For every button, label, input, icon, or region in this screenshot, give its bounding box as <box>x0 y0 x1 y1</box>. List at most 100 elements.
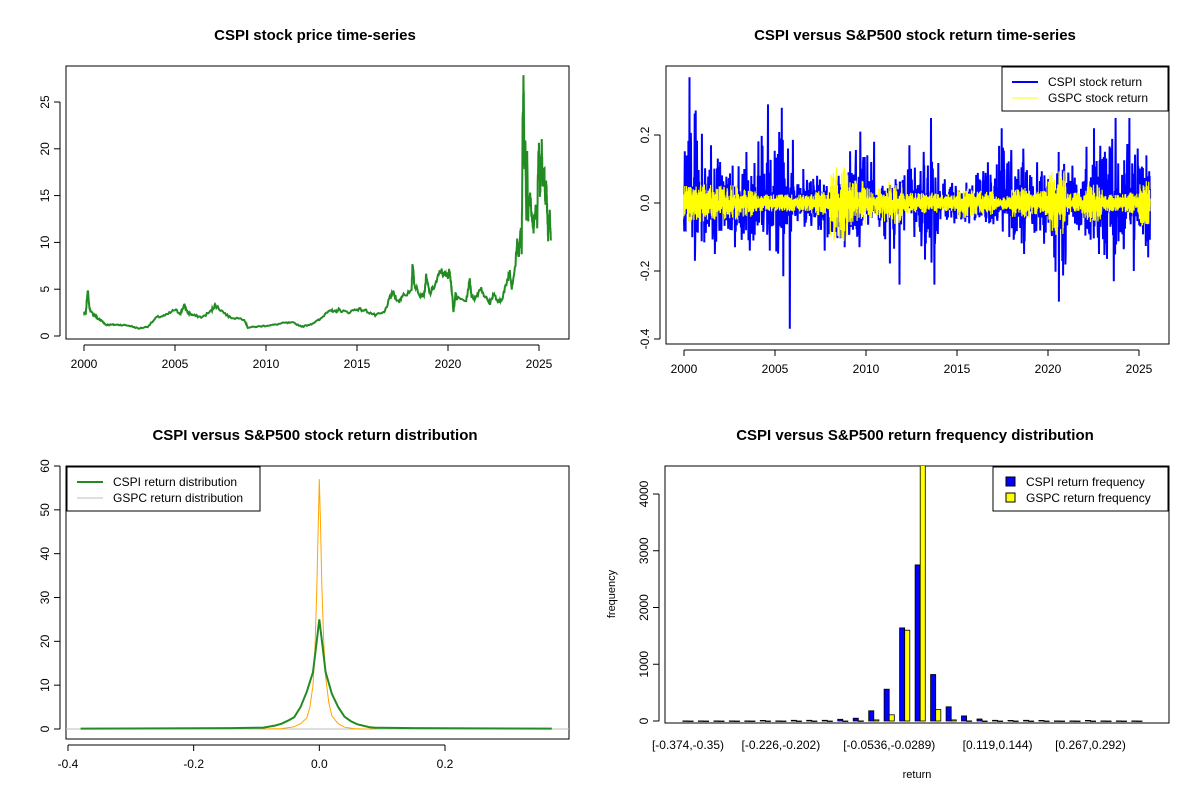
frequency-x-tick-label: [-0.374,-0.35) <box>652 738 724 752</box>
returns-y-tick-label: 0.0 <box>638 194 652 211</box>
price-x-tick-label: 2020 <box>435 357 462 371</box>
frequency-x-tick-label: [-0.226,-0.202) <box>742 738 821 752</box>
distribution-y-tick-label: 10 <box>38 678 52 692</box>
frequency-x-tick-label: [0.267,0.292) <box>1055 738 1126 752</box>
frequency-plot-frame <box>664 465 1170 724</box>
chart-title-returns: CSPI versus S&P500 stock return time-ser… <box>754 27 1076 44</box>
bar-cspi <box>945 706 952 722</box>
bar-cspi <box>790 719 797 722</box>
frequency-legend-box <box>992 466 1169 512</box>
bar-gspc <box>1121 720 1127 722</box>
frequency-bars <box>682 466 1143 722</box>
bar-gspc <box>919 466 926 722</box>
frequency-legend-swatch <box>1005 492 1016 503</box>
bar-cspi <box>992 719 998 722</box>
bar-gspc <box>981 720 988 722</box>
price-y-tick-label: 5 <box>38 286 52 293</box>
frequency-y-tick-label: 2000 <box>637 594 651 621</box>
distribution-legend-label: GSPC return distribution <box>113 491 243 505</box>
bar-cspi <box>1054 720 1060 722</box>
bar-gspc <box>1105 720 1112 722</box>
bar-cspi <box>1069 720 1076 722</box>
bar-gspc <box>780 720 787 722</box>
bar-gspc <box>826 720 833 722</box>
frequency-legend-label: GSPC return frequency <box>1026 491 1151 505</box>
bar-cspi <box>698 720 704 722</box>
bar-gspc <box>796 720 802 722</box>
bar-cspi <box>1023 719 1029 722</box>
bar-gspc <box>1028 720 1035 722</box>
distribution-legend-label: CSPI return distribution <box>113 475 237 489</box>
returns-legend-box <box>1001 66 1169 112</box>
bar-cspi <box>976 718 983 722</box>
bar-cspi <box>914 564 921 722</box>
bar-gspc <box>842 720 849 722</box>
bar-gspc <box>749 720 756 722</box>
distribution-legend: CSPI return distribution GSPC return dist… <box>66 466 261 512</box>
bar-gspc <box>1074 720 1081 722</box>
frequency-legend-swatch <box>1005 476 1016 487</box>
distribution-y-tick-label: 40 <box>38 547 52 561</box>
bar-gspc <box>1059 720 1065 722</box>
frequency-legend-label: CSPI return frequency <box>1026 475 1145 489</box>
price-y-tick-label: 25 <box>38 95 52 109</box>
bar-cspi <box>775 720 782 722</box>
bar-gspc <box>888 714 895 722</box>
returns-plot-frame <box>665 65 1170 345</box>
bar-cspi <box>837 718 844 722</box>
bar-cspi <box>1085 720 1091 722</box>
returns-x-tick-label: 2020 <box>1035 362 1062 376</box>
price-x-tick-label: 2015 <box>344 357 371 371</box>
bar-cspi <box>1100 720 1107 722</box>
frequency-y-tick-label: 4000 <box>637 480 651 507</box>
bar-gspc <box>718 720 725 722</box>
bar-cspi <box>821 719 828 722</box>
frequency-y-tick-label: 0 <box>637 717 651 724</box>
series-line-gspc-return <box>683 167 1151 242</box>
returns-series-group <box>683 77 1152 329</box>
series-line-cspi-density <box>80 619 552 730</box>
bar-gspc <box>904 629 911 722</box>
returns-x-tick-label: 2025 <box>1126 362 1153 376</box>
bar-cspi <box>1115 720 1122 722</box>
frequency-y-tick-label: 3000 <box>637 537 651 564</box>
distribution-x-tick-label: -0.4 <box>58 757 79 771</box>
bar-gspc <box>811 720 818 722</box>
distribution-plot-frame <box>65 465 570 740</box>
bar-gspc <box>997 720 1004 722</box>
returns-legend-label: GSPC stock return <box>1048 91 1148 105</box>
chart-title-price: CSPI stock price time-series <box>214 27 416 44</box>
distribution-y-tick-label: 50 <box>38 503 52 517</box>
frequency-y-tick-label: 1000 <box>637 651 651 678</box>
bar-gspc <box>687 720 694 722</box>
bar-gspc <box>1012 720 1019 722</box>
bar-cspi <box>806 719 813 722</box>
distribution-y-tick-label: 30 <box>38 591 52 605</box>
returns-legend: CSPI stock return GSPC stock return <box>1001 66 1169 112</box>
distribution-y-tick-label: 20 <box>38 634 52 648</box>
x-axis-label-frequency: return <box>903 769 932 781</box>
y-axis-label-frequency: frequency <box>606 569 618 618</box>
returns-x-tick-label: 2005 <box>762 362 789 376</box>
distribution-legend-box <box>66 466 261 512</box>
chart-title-frequency: CSPI versus S&P500 return frequency dist… <box>736 427 1094 444</box>
bar-cspi <box>744 720 751 722</box>
bar-cspi <box>728 720 735 722</box>
returns-x-tick-label: 2010 <box>853 362 880 376</box>
bar-cspi <box>682 720 689 722</box>
bar-gspc <box>935 709 942 722</box>
frequency-x-tick-label: [-0.0536,-0.0289) <box>843 738 935 752</box>
bar-gspc <box>857 720 864 722</box>
returns-y-tick-label: -0.2 <box>638 260 652 281</box>
bar-gspc <box>950 719 957 722</box>
bar-gspc <box>873 719 880 722</box>
bar-gspc <box>734 720 740 722</box>
bar-gspc <box>765 720 771 722</box>
bar-gspc <box>1090 720 1096 722</box>
price-y-tick-label: 10 <box>38 235 52 249</box>
bar-cspi <box>868 710 875 722</box>
price-x-tick-label: 2005 <box>162 357 189 371</box>
bar-cspi <box>1007 720 1014 722</box>
